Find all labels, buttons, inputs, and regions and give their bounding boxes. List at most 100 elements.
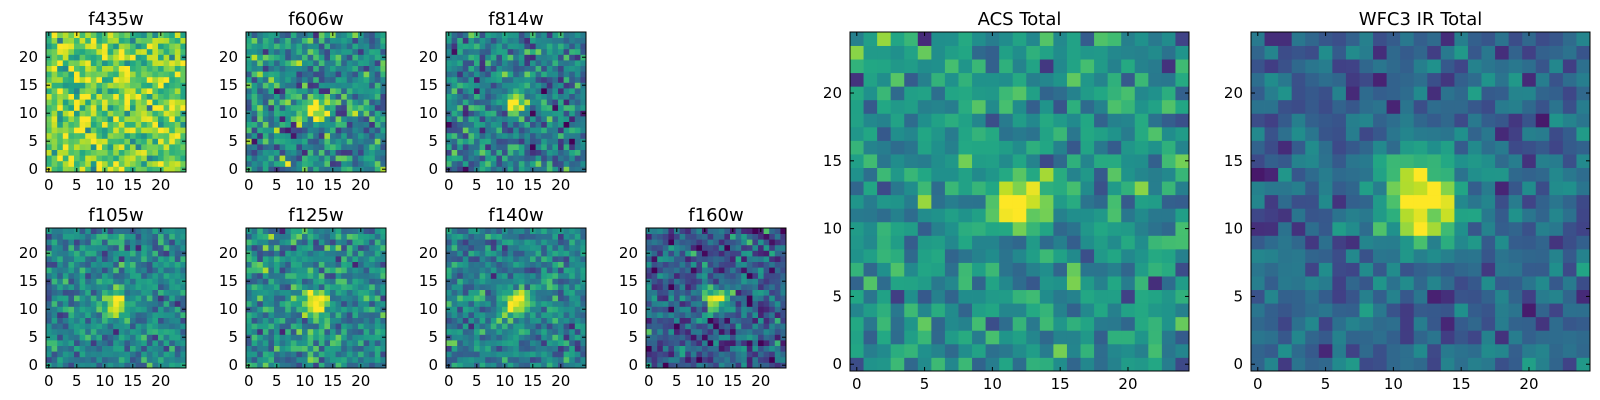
- heatmap-cell: [513, 317, 520, 324]
- heatmap-cell: [358, 116, 364, 122]
- heatmap-cell: [702, 334, 708, 341]
- heatmap-cell: [279, 244, 286, 251]
- heatmap-cell: [330, 340, 336, 346]
- heatmap-cell: [380, 284, 387, 290]
- heatmap-cell: [546, 65, 553, 72]
- heatmap-cell: [79, 32, 86, 38]
- heatmap-cell: [302, 284, 308, 290]
- heatmap-cell: [296, 250, 303, 257]
- heatmap-cell: [96, 267, 103, 274]
- heatmap-cell: [57, 127, 64, 134]
- heatmap-cell: [290, 334, 297, 341]
- heatmap-cell: [146, 295, 153, 302]
- heatmap-cell: [158, 284, 164, 290]
- heatmap-cell: [113, 43, 120, 50]
- heatmap-cell: [507, 312, 514, 318]
- heatmap-cell: [57, 149, 64, 156]
- heatmap-cell: [296, 267, 303, 274]
- heatmap-cell: [713, 295, 720, 302]
- axes-frame: [45, 31, 187, 173]
- heatmap-cell: [251, 233, 258, 240]
- heatmap-cell: [451, 71, 458, 78]
- heatmap-cell: [752, 356, 759, 363]
- heatmap-cell: [113, 317, 120, 324]
- heatmap-cell: [68, 65, 75, 72]
- heatmap-cell: [457, 317, 464, 324]
- heatmap-cell: [1148, 303, 1163, 318]
- heatmap-cell: [62, 312, 69, 318]
- heatmap-cell: [262, 267, 269, 274]
- heatmap-cell: [352, 93, 359, 100]
- heatmap-cell: [651, 295, 658, 302]
- heatmap-cell: [51, 65, 58, 72]
- heatmap-cell: [735, 244, 742, 251]
- heatmap-cell: [335, 272, 342, 279]
- heatmap-cell: [651, 340, 658, 346]
- heatmap-cell: [451, 228, 458, 234]
- heatmap-cell: [513, 239, 520, 246]
- heatmap-cell: [279, 362, 286, 369]
- heatmap-cell: [262, 166, 269, 173]
- heatmap-cell: [558, 272, 564, 279]
- heatmap-cell: [513, 88, 520, 94]
- heatmap-cell: [369, 328, 376, 335]
- heatmap-cell: [169, 250, 176, 257]
- heatmap-cell: [580, 284, 587, 290]
- heatmap-cell: [313, 71, 320, 78]
- heatmap-cell: [79, 88, 86, 94]
- heatmap-cell: [530, 127, 536, 134]
- heatmap-cell: [552, 132, 559, 139]
- heatmap-cell: [468, 37, 475, 44]
- heatmap-cell: [102, 250, 108, 257]
- heatmap-cell: [135, 110, 142, 117]
- heatmap-cell: [850, 343, 864, 358]
- heatmap-cell: [446, 233, 452, 240]
- heatmap-cell: [462, 256, 469, 262]
- heatmap-cell: [1175, 276, 1190, 291]
- heatmap-cell: [496, 60, 503, 66]
- heatmap-cell: [302, 88, 308, 94]
- heatmap-cell: [730, 340, 736, 346]
- heatmap-cell: [580, 323, 587, 330]
- heatmap-cell: [318, 233, 325, 240]
- heatmap-cell: [307, 60, 314, 66]
- heatmap-cell: [451, 43, 458, 50]
- heatmap-cell: [496, 88, 503, 94]
- heatmap-cell: [451, 116, 458, 122]
- heatmap-cell: [68, 48, 75, 55]
- heatmap-cell: [363, 37, 370, 44]
- heatmap-cell: [563, 323, 570, 330]
- heatmap-cell: [257, 132, 264, 139]
- heatmap-cell: [141, 144, 148, 150]
- heatmap-cell: [774, 233, 781, 240]
- heatmap-cell: [307, 256, 314, 262]
- heatmap-cell: [546, 48, 553, 55]
- heatmap-cell: [124, 278, 131, 285]
- heatmap-cell: [569, 244, 576, 251]
- heatmap-cell: [169, 289, 176, 296]
- heatmap-cell: [769, 267, 776, 274]
- heatmap-cell: [502, 356, 508, 363]
- heatmap-cell: [552, 160, 559, 167]
- heatmap-cell: [130, 233, 136, 240]
- heatmap-cell: [780, 323, 787, 330]
- heatmap-cell: [352, 323, 359, 330]
- heatmap-cell: [374, 244, 381, 251]
- heatmap-cell: [85, 37, 92, 44]
- x-tick-label: 15: [523, 372, 542, 390]
- heatmap-cell: [1134, 316, 1149, 331]
- heatmap-cell: [479, 278, 486, 285]
- heatmap-cell: [130, 345, 136, 352]
- heatmap-cell: [257, 306, 264, 313]
- heatmap-cell: [746, 323, 753, 330]
- heatmap-cell: [130, 289, 136, 296]
- heatmap-cell: [113, 32, 120, 38]
- heatmap-cell: [724, 312, 731, 318]
- heatmap-cell: [290, 317, 297, 324]
- heatmap-cell: [68, 272, 75, 279]
- heatmap-cell: [457, 284, 464, 290]
- heatmap-cell: [580, 88, 587, 94]
- heatmap-cell: [518, 306, 525, 313]
- heatmap-cell: [363, 362, 370, 369]
- heatmap-cell: [251, 295, 258, 302]
